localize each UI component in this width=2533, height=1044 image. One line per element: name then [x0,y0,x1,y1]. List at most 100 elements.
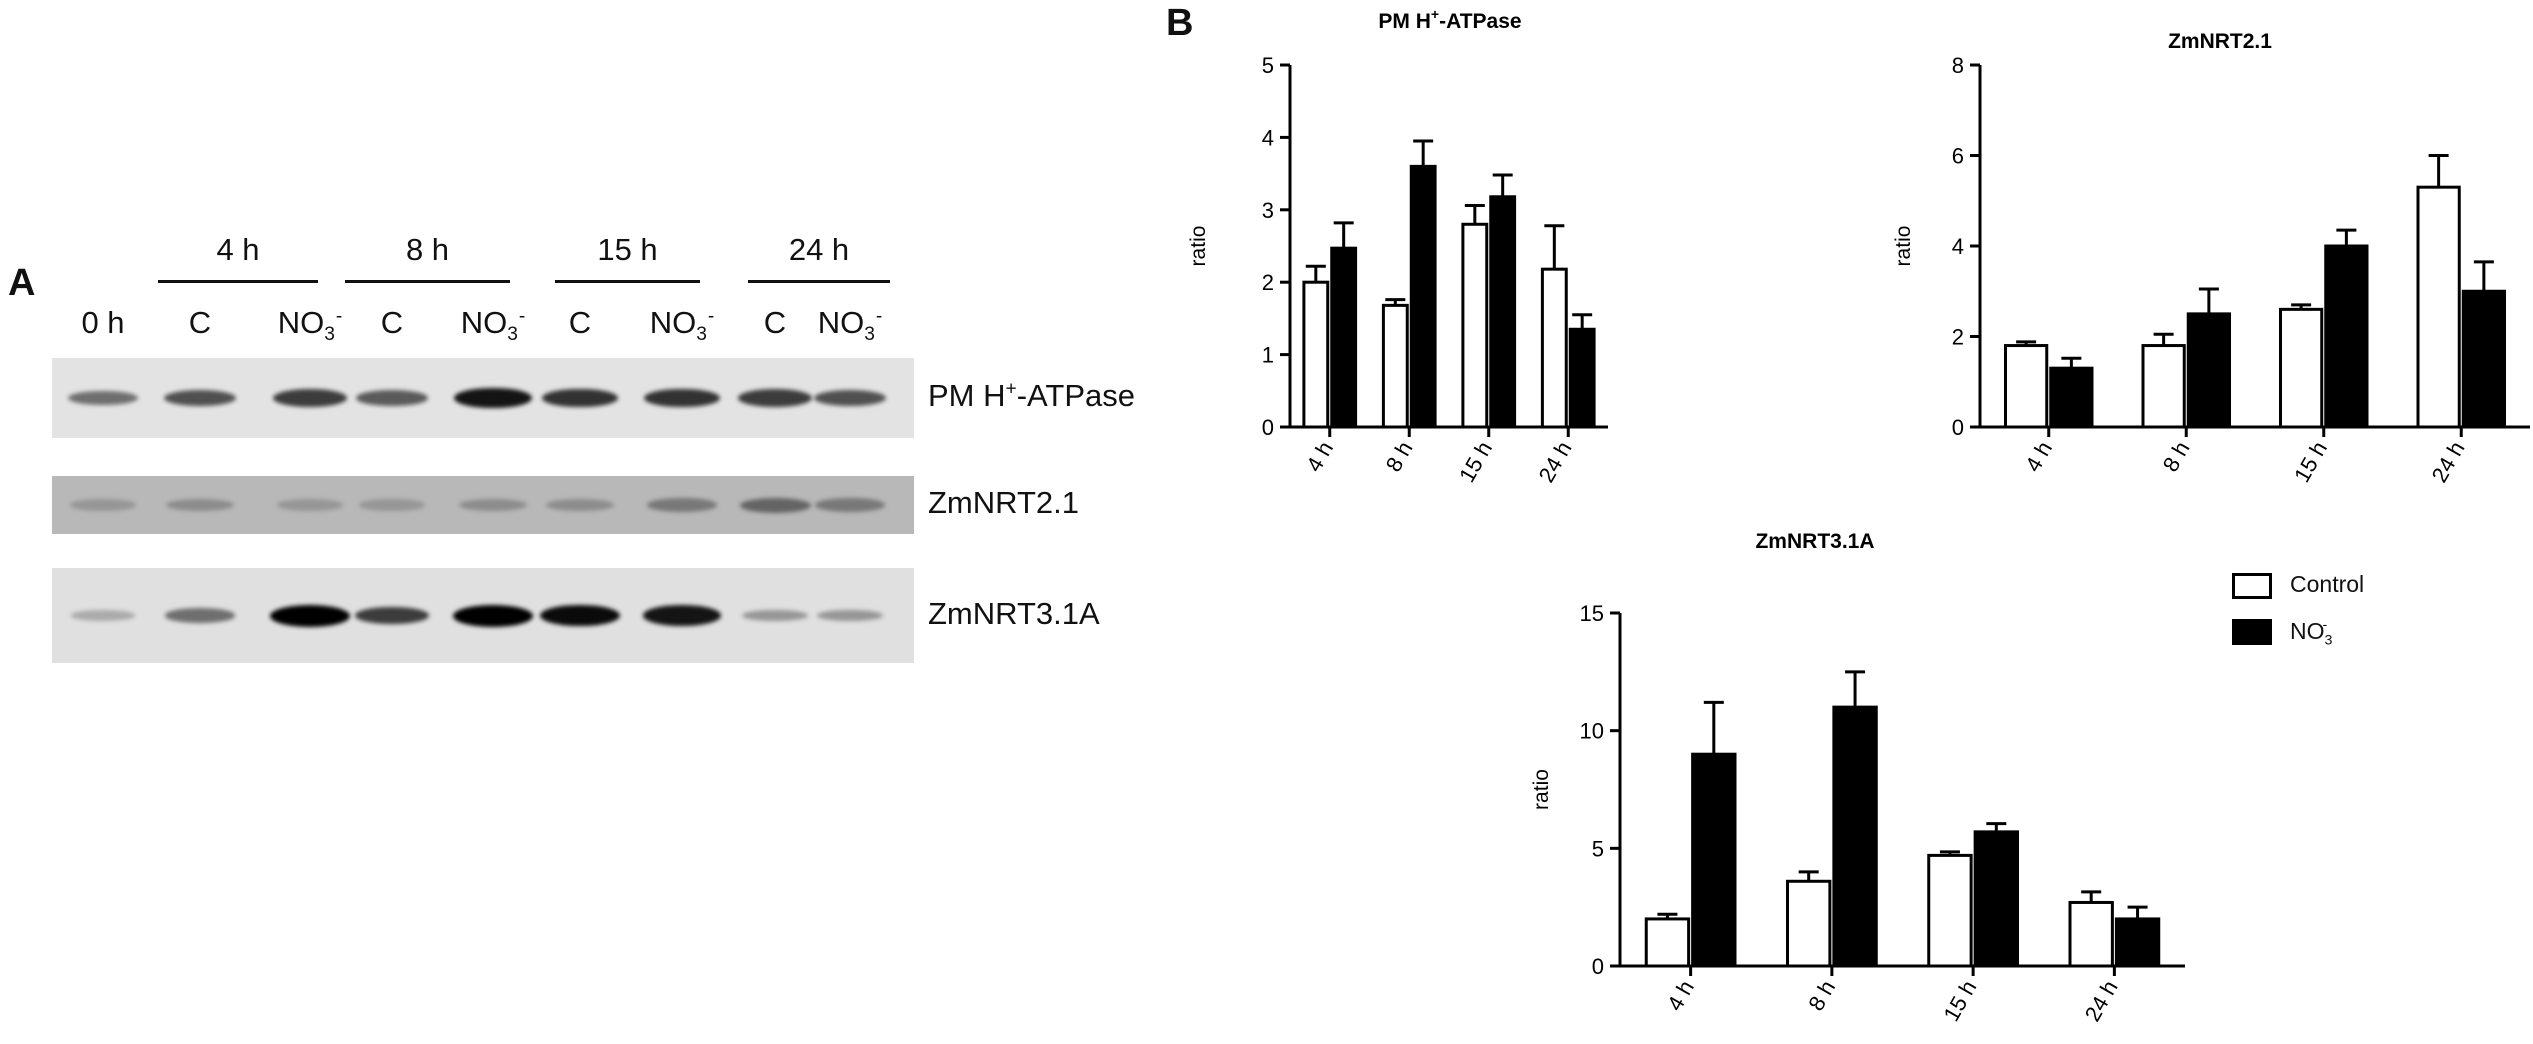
x-tick-label: 4 h [1301,437,1338,476]
x-tick-label: 15 h [1938,976,1981,1026]
bar-nitrate [2324,244,2369,429]
blot-band [354,606,430,625]
blot-band [647,498,717,512]
blot-band [737,389,813,407]
bar-control [1461,222,1489,429]
chart-title-text: PM H [1378,10,1431,33]
bar-control [1644,917,1691,968]
blot-label: PM H+-ATPase [928,378,1136,413]
bar-control [2279,307,2324,429]
blot-band [453,387,533,409]
bar-control [2004,344,2049,429]
x-tick-label: 24 h [1534,437,1577,487]
blot-zmnrt2-1 [52,476,914,534]
time-group-line [158,280,318,283]
chart-pm-h-atpase: PM H+-ATPase ratio 0 1 2 3 4 5 4 h 8 h 15 h 24 h [1187,6,1608,487]
legend-swatch-control [2232,573,2272,599]
x-tick-label: 15 h [1454,437,1497,487]
bar-nitrate [1691,752,1737,968]
y-tick-label: 15 [1580,601,1604,626]
blot-label: ZmNRT2.1 [928,485,1080,520]
y-tick-label: 0 [1592,954,1604,979]
blot-band [358,499,426,511]
y-axis-label: ratio [1892,226,1915,267]
x-tick-label: 4 h [2020,437,2057,476]
blot-band [164,608,236,623]
blot-band [69,499,137,511]
blot-band [276,499,344,511]
bar-nitrate [1330,246,1358,429]
y-tick-label: 5 [1262,53,1274,78]
blot-band [815,498,885,512]
x-tick-label: 24 h [2080,976,2123,1026]
bar-nitrate [1409,164,1437,429]
y-tick-label: 10 [1580,719,1604,744]
y-tick-label: 6 [1952,144,1964,169]
x-tick-label: 8 h [1381,437,1418,476]
y-axis-label: ratio [1187,226,1210,267]
blot-band [542,388,618,408]
y-tick-label: 0 [1952,415,1964,440]
legend-swatch-nitrate [2232,619,2272,645]
y-axis-label: ratio [1530,769,1553,810]
blot-band [739,497,811,513]
lane-label: NO3- [460,305,526,346]
y-tick-label: 4 [1952,234,1964,259]
lane-label: NO3- [649,305,715,346]
bar-control [1786,879,1832,968]
blot-band [356,390,428,406]
legend: Control NO3- [2232,565,2432,675]
y-tick-label: 2 [1952,325,1964,350]
x-tick-label: 8 h [2158,437,2195,476]
chart-zmnrt2-1: ZmNRT2.1 ratio 0 2 4 6 8 4 h 8 h 15 h 24 h [1892,30,2530,487]
bar-control [2068,900,2114,968]
bar-nitrate [2186,312,2231,429]
legend-label-nitrate: NO3- [2290,617,2333,649]
bar-control [2141,344,2186,429]
blot-band [642,605,722,626]
blot-band [70,610,136,621]
panel-a-letter: A [8,262,36,304]
y-tick-label: 2 [1262,270,1274,295]
lane-label: C [188,305,212,340]
blot-band [813,389,887,407]
time-group-label: 15 h [597,232,658,267]
x-tick-label: 4 h [1662,976,1699,1015]
bar-nitrate [1832,705,1878,968]
chart-title-text: ZmNRT2.1 [2168,30,2272,53]
lane-label: C [568,305,592,340]
blot-band [540,604,620,627]
bar-control [1381,303,1409,429]
y-tick-label: 0 [1262,415,1274,440]
time-group-label: 4 h [216,232,260,267]
panel-b-letter: B [1166,2,1194,44]
chart-zmnrt3-1a: ZmNRT3.1A ratio 0 5 10 15 4 h 8 h 15 h 24 h [1530,530,2185,1026]
y-tick-label: 5 [1592,836,1604,861]
bar-nitrate [2049,366,2094,429]
blot-band [459,498,527,512]
time-group-line [345,280,510,283]
lane-label: NO3- [277,305,343,346]
chart-title: PM H+-ATPase [1378,6,1521,33]
x-tick-label: 8 h [1803,976,1840,1015]
bar-nitrate [1489,195,1517,429]
chart-title-sup: + [1431,6,1439,22]
lane-label: C [763,305,787,340]
bar-control [1302,280,1330,429]
y-tick-label: 8 [1952,53,1964,78]
x-tick-label: 24 h [2427,437,2470,487]
lane-label: 0 h [81,305,125,340]
bar-control [2416,185,2461,429]
blot-band [644,388,720,408]
x-tick-label: 15 h [2289,437,2332,487]
y-tick-label: 1 [1262,343,1274,368]
y-tick-label: 4 [1262,125,1274,150]
chart-title-rest: -ATPase [1439,10,1521,33]
time-group-line [748,280,890,283]
blot-band [816,609,884,622]
blot-zmnrt3-1a [52,568,914,663]
legend-label-control: Control [2290,571,2365,597]
blot-label: ZmNRT3.1A [928,595,1100,631]
bar-nitrate [2114,917,2161,968]
blot-band [270,604,350,627]
